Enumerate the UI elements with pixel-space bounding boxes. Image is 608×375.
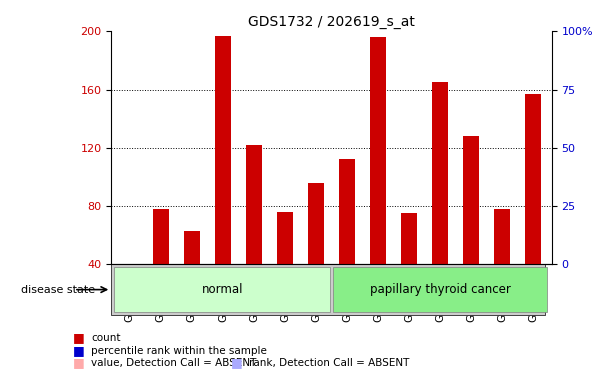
Text: count: count <box>91 333 121 343</box>
Bar <box>277 212 292 264</box>
Text: ■: ■ <box>73 344 85 357</box>
FancyBboxPatch shape <box>114 267 330 312</box>
Bar <box>246 145 261 264</box>
FancyBboxPatch shape <box>333 267 547 312</box>
Text: value, Detection Call = ABSENT: value, Detection Call = ABSENT <box>91 358 257 368</box>
Text: ■: ■ <box>73 356 85 369</box>
Text: disease state: disease state <box>21 285 95 295</box>
Bar <box>184 231 199 264</box>
Title: GDS1732 / 202619_s_at: GDS1732 / 202619_s_at <box>248 15 415 29</box>
Text: ■: ■ <box>73 331 85 344</box>
Text: papillary thyroid cancer: papillary thyroid cancer <box>370 283 511 296</box>
Text: ■: ■ <box>231 356 243 369</box>
Bar <box>494 209 510 264</box>
Bar <box>370 37 385 264</box>
Bar <box>308 183 323 264</box>
Bar <box>432 82 447 264</box>
Text: normal: normal <box>202 283 244 296</box>
Bar <box>401 213 416 264</box>
Bar <box>153 209 168 264</box>
Text: percentile rank within the sample: percentile rank within the sample <box>91 346 267 356</box>
Bar <box>525 94 541 264</box>
Bar <box>215 36 230 264</box>
Text: rank, Detection Call = ABSENT: rank, Detection Call = ABSENT <box>249 358 410 368</box>
Bar <box>339 159 354 264</box>
Bar <box>111 264 545 315</box>
Bar <box>463 136 478 264</box>
